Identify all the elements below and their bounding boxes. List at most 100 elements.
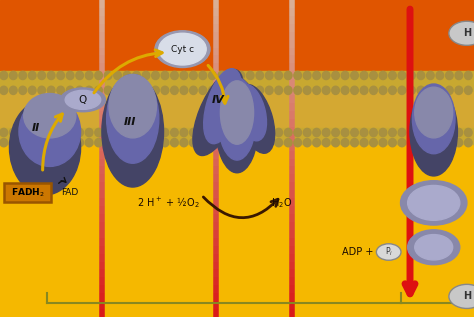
Ellipse shape xyxy=(209,71,216,80)
Ellipse shape xyxy=(417,128,425,137)
Ellipse shape xyxy=(303,128,311,137)
Ellipse shape xyxy=(398,139,406,147)
Text: FAD: FAD xyxy=(62,188,79,197)
Ellipse shape xyxy=(0,71,8,80)
Ellipse shape xyxy=(303,139,311,147)
Ellipse shape xyxy=(427,139,434,147)
Text: Q: Q xyxy=(79,95,87,105)
Ellipse shape xyxy=(237,71,245,80)
Ellipse shape xyxy=(104,71,112,80)
Ellipse shape xyxy=(123,71,131,80)
Ellipse shape xyxy=(161,86,169,94)
Ellipse shape xyxy=(180,86,188,94)
Ellipse shape xyxy=(303,86,311,94)
Ellipse shape xyxy=(19,139,27,147)
Ellipse shape xyxy=(370,139,377,147)
Circle shape xyxy=(376,244,401,260)
Ellipse shape xyxy=(19,128,27,137)
Ellipse shape xyxy=(218,71,226,80)
Ellipse shape xyxy=(275,71,283,80)
Ellipse shape xyxy=(220,81,254,144)
Bar xyxy=(0,127,474,317)
Ellipse shape xyxy=(379,128,387,137)
Text: H: H xyxy=(463,28,471,38)
Ellipse shape xyxy=(104,139,112,147)
Ellipse shape xyxy=(171,71,178,80)
Ellipse shape xyxy=(9,71,17,80)
Ellipse shape xyxy=(85,139,93,147)
Ellipse shape xyxy=(85,86,93,94)
Circle shape xyxy=(408,185,460,220)
Ellipse shape xyxy=(294,71,301,80)
Ellipse shape xyxy=(190,71,197,80)
Ellipse shape xyxy=(216,78,258,173)
Ellipse shape xyxy=(47,128,55,137)
Ellipse shape xyxy=(284,128,292,137)
Ellipse shape xyxy=(47,86,55,94)
Ellipse shape xyxy=(360,128,368,137)
Ellipse shape xyxy=(133,128,140,137)
Ellipse shape xyxy=(28,139,36,147)
Ellipse shape xyxy=(237,86,245,94)
Text: H$_2$O: H$_2$O xyxy=(272,196,292,210)
Ellipse shape xyxy=(228,128,235,137)
Ellipse shape xyxy=(218,86,226,94)
Ellipse shape xyxy=(28,128,36,137)
Ellipse shape xyxy=(455,86,463,94)
Circle shape xyxy=(401,181,467,225)
Ellipse shape xyxy=(332,128,339,137)
Ellipse shape xyxy=(360,86,368,94)
Text: IV: IV xyxy=(212,95,224,105)
Ellipse shape xyxy=(436,86,444,94)
Ellipse shape xyxy=(398,71,406,80)
Ellipse shape xyxy=(209,128,216,137)
Text: P$_i$: P$_i$ xyxy=(384,246,393,258)
Circle shape xyxy=(159,33,206,65)
Ellipse shape xyxy=(265,71,273,80)
Ellipse shape xyxy=(332,71,339,80)
Ellipse shape xyxy=(193,69,243,156)
Ellipse shape xyxy=(199,86,207,94)
Ellipse shape xyxy=(360,71,368,80)
Ellipse shape xyxy=(284,86,292,94)
Ellipse shape xyxy=(332,86,339,94)
Ellipse shape xyxy=(152,139,159,147)
Ellipse shape xyxy=(455,71,463,80)
Circle shape xyxy=(449,21,474,45)
Ellipse shape xyxy=(218,78,256,160)
Ellipse shape xyxy=(218,139,226,147)
Ellipse shape xyxy=(408,86,415,94)
Ellipse shape xyxy=(389,71,396,80)
Ellipse shape xyxy=(417,86,425,94)
Ellipse shape xyxy=(209,139,216,147)
Ellipse shape xyxy=(171,86,178,94)
Ellipse shape xyxy=(190,128,197,137)
Ellipse shape xyxy=(19,86,27,94)
Ellipse shape xyxy=(465,139,472,147)
Ellipse shape xyxy=(66,128,74,137)
Ellipse shape xyxy=(417,139,425,147)
Ellipse shape xyxy=(66,139,74,147)
Ellipse shape xyxy=(65,90,100,109)
Ellipse shape xyxy=(171,128,178,137)
Ellipse shape xyxy=(256,139,264,147)
Ellipse shape xyxy=(246,128,254,137)
Ellipse shape xyxy=(265,86,273,94)
Ellipse shape xyxy=(370,86,377,94)
Ellipse shape xyxy=(190,86,197,94)
Ellipse shape xyxy=(228,71,235,80)
Ellipse shape xyxy=(265,139,273,147)
Ellipse shape xyxy=(446,139,453,147)
Ellipse shape xyxy=(38,128,46,137)
Ellipse shape xyxy=(408,71,415,80)
Text: 2 H$^+$ + ½O$_2$: 2 H$^+$ + ½O$_2$ xyxy=(137,195,200,210)
Ellipse shape xyxy=(313,128,320,137)
Ellipse shape xyxy=(28,71,36,80)
Ellipse shape xyxy=(0,86,8,94)
Text: FADH$_2$: FADH$_2$ xyxy=(11,186,44,199)
Text: ADP +: ADP + xyxy=(342,247,374,257)
Ellipse shape xyxy=(294,128,301,137)
Ellipse shape xyxy=(446,86,453,94)
Ellipse shape xyxy=(133,71,140,80)
Ellipse shape xyxy=(465,71,472,80)
